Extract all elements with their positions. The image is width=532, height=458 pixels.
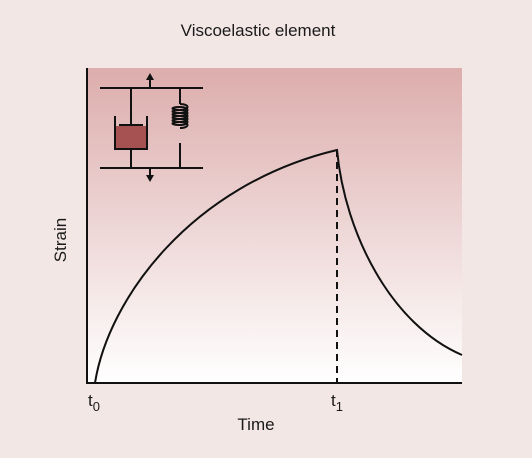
title: Viscoelastic element [181, 21, 336, 40]
viscoelastic-inset [100, 73, 203, 182]
marker-t0: t0 [88, 391, 100, 414]
marker-t1: t1 [331, 391, 343, 414]
plot-area [87, 68, 462, 383]
strain-curve [94, 148, 463, 384]
x-label: Time [237, 415, 274, 434]
y-label: Strain [51, 218, 70, 262]
marker-base: t [88, 391, 93, 410]
marker-base: t [331, 391, 336, 410]
marker-sub: 0 [93, 399, 100, 414]
marker-sub: 1 [336, 399, 343, 414]
